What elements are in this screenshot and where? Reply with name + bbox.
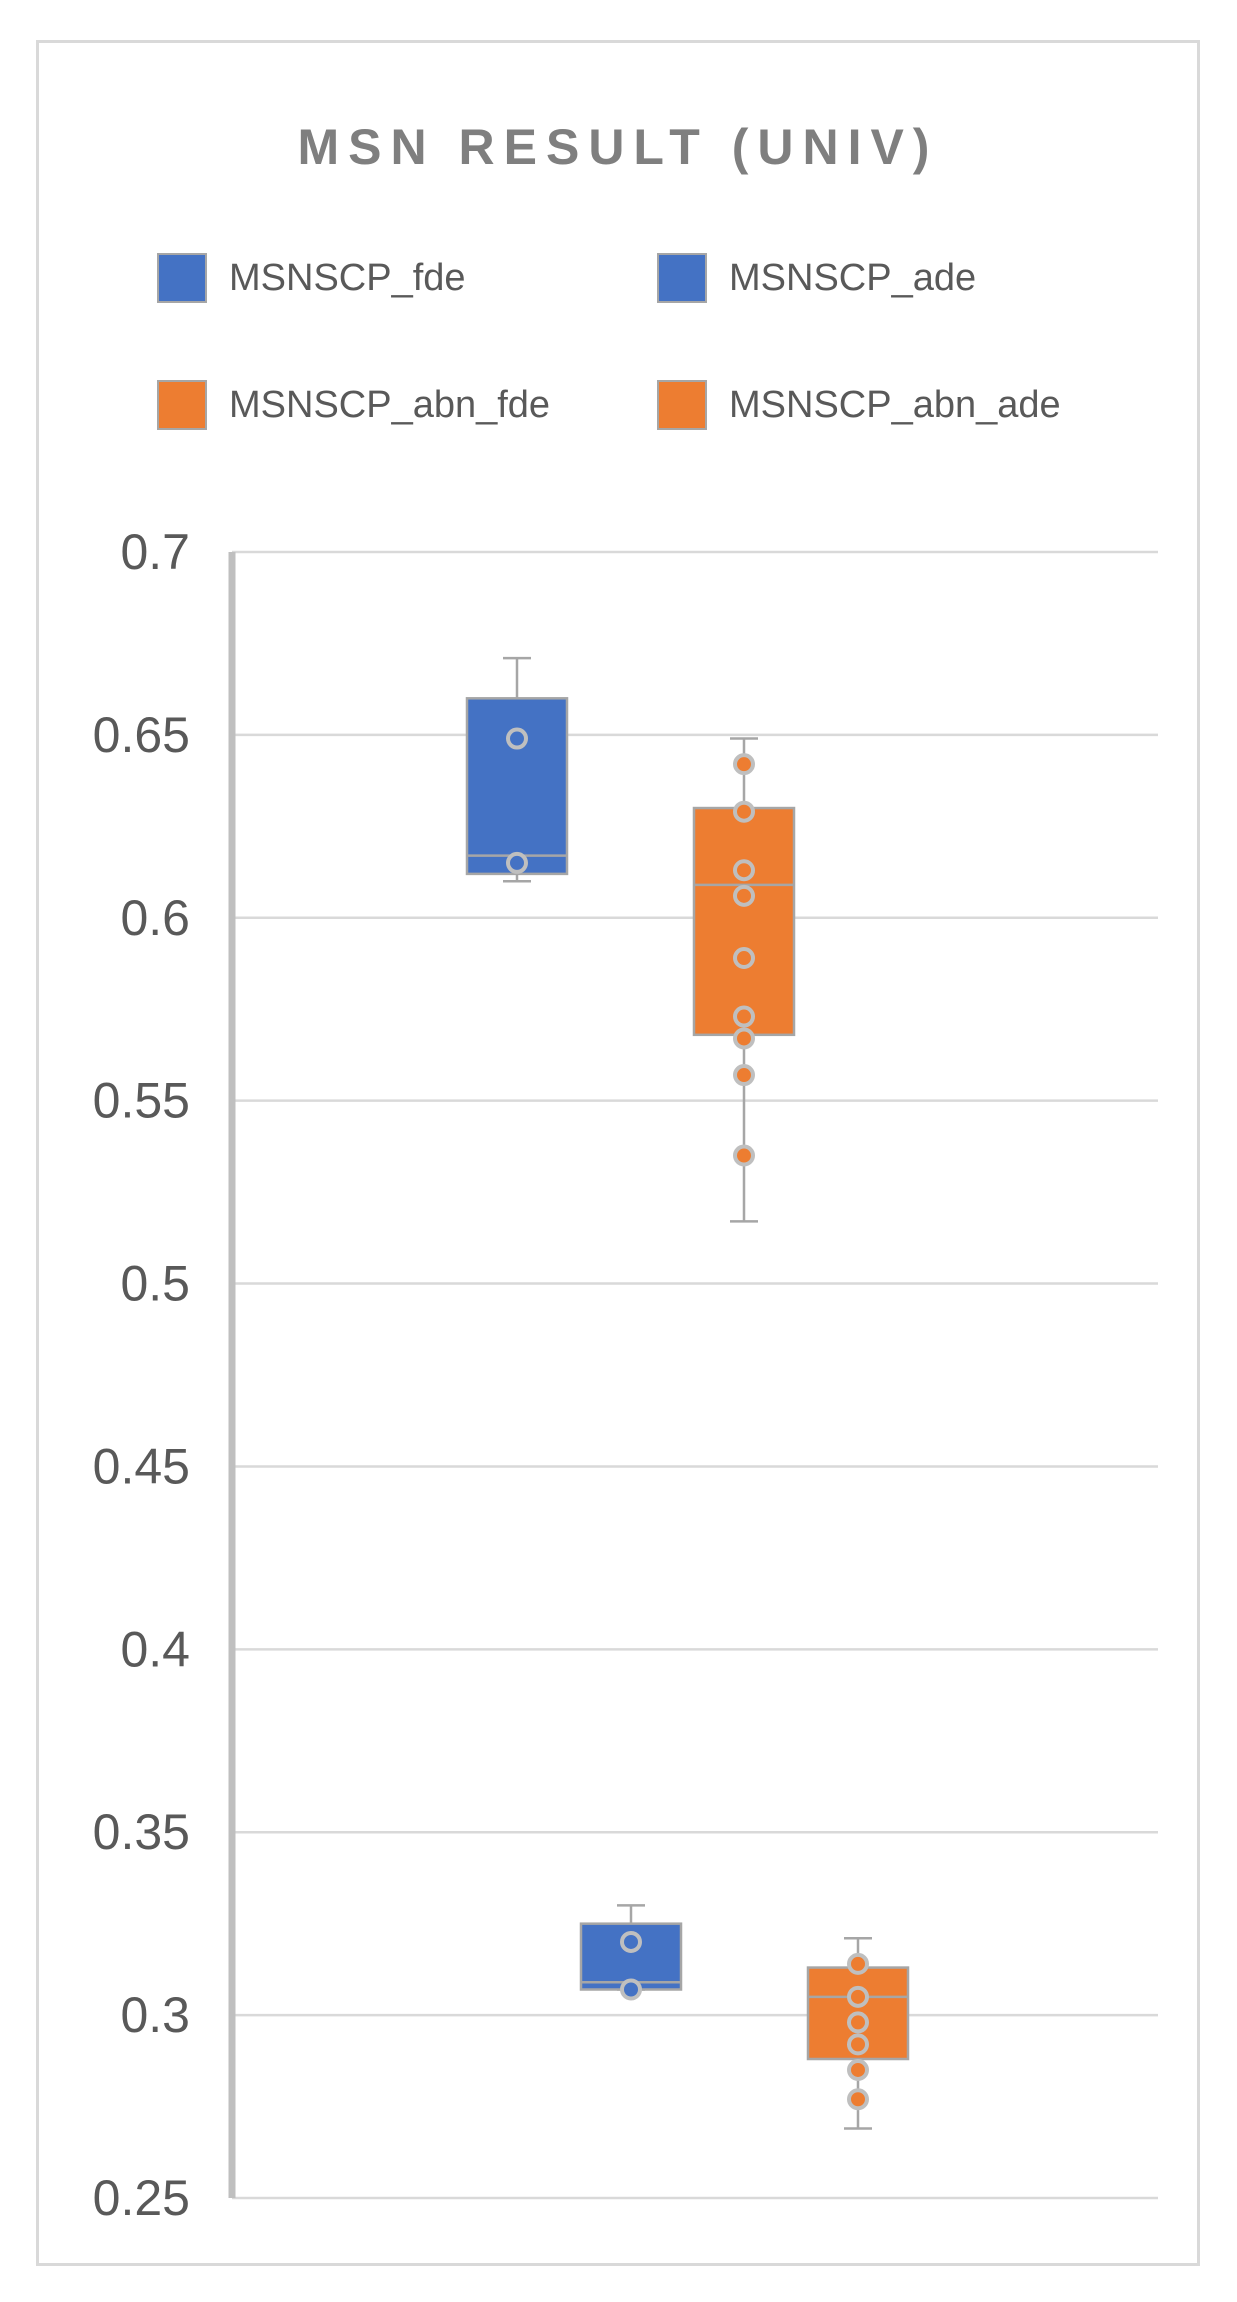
y-tick-label: 0.4 [120, 1621, 190, 1677]
legend-swatch-msnscp-fde [157, 253, 207, 303]
data-point-msnscp-abn-fde [733, 800, 755, 823]
data-point-msnscp-abn-ade [847, 1985, 869, 2008]
y-tick-label: 0.35 [93, 1804, 190, 1860]
y-tick-label: 0.6 [120, 890, 190, 946]
data-point-msnscp-ade [620, 1978, 642, 2001]
box-msnscp-abn-fde [692, 806, 796, 1037]
data-point-msnscp-abn-ade [847, 1952, 869, 1975]
data-point-msnscp-abn-ade [847, 2088, 869, 2111]
data-point-msnscp-fde [506, 727, 528, 750]
data-point-msnscp-fde [506, 851, 528, 874]
legend-label-msnscp-abn-fde: MSNSCP_abn_fde [229, 383, 551, 426]
data-point-msnscp-abn-fde [733, 1005, 755, 1028]
data-point-msnscp-abn-fde [733, 859, 755, 882]
legend-label-msnscp-abn-ade: MSNSCP_abn_ade [729, 383, 1061, 426]
chart-title: MSN RESULT (UNIV) [297, 119, 939, 175]
data-point-msnscp-abn-fde [733, 1144, 755, 1167]
y-tick-label: 0.65 [93, 707, 190, 763]
legend-label-msnscp-ade: MSNSCP_ade [729, 256, 977, 299]
legend-item-msnscp-abn-ade: MSNSCP_abn_ade [657, 380, 1061, 430]
box-msnscp-fde [465, 697, 569, 876]
y-tick-label: 0.7 [120, 524, 190, 580]
legend-item-msnscp-abn-fde: MSNSCP_abn_fde [157, 380, 550, 430]
y-tick-label: 0.25 [93, 2170, 190, 2226]
legend-label-msnscp-fde: MSNSCP_fde [229, 256, 466, 299]
y-tick-label: 0.55 [93, 1073, 190, 1129]
data-point-msnscp-abn-fde [733, 753, 755, 776]
y-tick-label: 0.3 [120, 1987, 190, 2043]
data-point-msnscp-ade [620, 1930, 642, 1953]
y-tick-label: 0.45 [93, 1438, 190, 1494]
legend-swatch-msnscp-abn-ade [657, 380, 707, 430]
legend-swatch-msnscp-ade [657, 253, 707, 303]
data-point-msnscp-abn-ade [847, 2058, 869, 2081]
y-tick-label: 0.5 [120, 1256, 190, 1312]
data-point-msnscp-abn-ade [847, 2033, 869, 2056]
legend-item-msnscp-ade: MSNSCP_ade [657, 253, 976, 303]
legend-swatch-msnscp-abn-fde [157, 380, 207, 430]
data-point-msnscp-abn-fde [733, 884, 755, 907]
data-point-msnscp-abn-fde [733, 1064, 755, 1087]
legend-item-msnscp-fde: MSNSCP_fde [157, 253, 466, 303]
data-point-msnscp-abn-fde [733, 947, 755, 970]
data-point-msnscp-abn-ade [847, 2011, 869, 2034]
data-point-msnscp-abn-fde [733, 1027, 755, 1050]
